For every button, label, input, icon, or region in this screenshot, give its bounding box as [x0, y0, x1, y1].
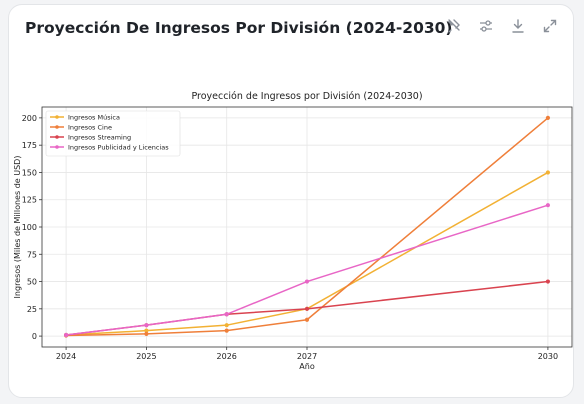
- data-point: [144, 323, 149, 328]
- legend-swatch-marker: [55, 145, 59, 149]
- legend-box: [45, 110, 181, 157]
- reset-zoom-button[interactable]: [445, 17, 463, 35]
- data-point: [545, 170, 551, 175]
- settings-button[interactable]: [477, 17, 495, 35]
- chart-toolbar: [445, 17, 559, 35]
- data-point: [144, 331, 149, 337]
- chart-card: Proyección De Ingresos Por División (202…: [8, 4, 574, 398]
- data-point: [224, 328, 229, 333]
- card-title: Proyección De Ingresos Por División (202…: [25, 19, 453, 37]
- y-tick-label: 175: [22, 141, 37, 150]
- x-tick-label: 2026: [217, 352, 237, 361]
- expand-button[interactable]: [541, 17, 559, 35]
- legend-label: Ingresos Streaming: [68, 134, 131, 142]
- settings-sliders-icon: [480, 20, 492, 32]
- x-tick-label: 2025: [136, 352, 156, 361]
- data-point: [63, 332, 69, 338]
- y-tick-label: 100: [22, 223, 37, 232]
- legend-swatch-marker: [55, 125, 59, 129]
- y-tick-label: 150: [22, 168, 37, 177]
- data-point: [224, 312, 229, 317]
- y-tick-label: 50: [27, 278, 37, 287]
- x-tick-label: 2027: [297, 352, 317, 361]
- x-axis-label: Año: [299, 362, 315, 371]
- legend-label: Ingresos Publicidad y Licencias: [68, 144, 169, 152]
- legend-label: Ingresos Cine: [68, 124, 112, 132]
- data-point: [224, 323, 229, 328]
- download-button[interactable]: [509, 17, 527, 35]
- legend-label: Ingresos Música: [68, 114, 120, 122]
- data-point: [304, 306, 310, 311]
- chart-title: Proyección de Ingresos por División (202…: [191, 91, 422, 102]
- download-icon: [512, 19, 524, 33]
- legend-swatch-marker: [55, 135, 59, 139]
- y-tick-label: 125: [22, 196, 37, 205]
- data-point: [545, 115, 551, 121]
- line-chart: 0 25 50 75 100 125 150 175 200 2024 2025 2026 2027 20…: [13, 91, 573, 371]
- legend-swatch-marker: [55, 115, 59, 119]
- x-tick-label: 2024: [56, 352, 76, 361]
- data-point: [304, 317, 310, 322]
- data-point: [545, 203, 551, 208]
- expand-icon: [543, 19, 557, 33]
- data-point: [144, 328, 149, 333]
- reset-zoom-icon: [448, 19, 460, 33]
- y-tick-label: 25: [27, 305, 37, 314]
- y-tick-label: 200: [22, 114, 37, 123]
- x-tick-label: 2030: [538, 352, 558, 361]
- chart-area: 0 25 50 75 100 125 150 175 200 2024 2025 2026 2027 20…: [9, 85, 573, 375]
- y-axis-label: Ingresos (Miles de Millones de USD): [13, 156, 22, 299]
- y-tick-label: 0: [32, 332, 37, 341]
- data-point: [304, 279, 310, 284]
- y-tick-label: 75: [27, 250, 37, 259]
- data-point: [545, 279, 551, 284]
